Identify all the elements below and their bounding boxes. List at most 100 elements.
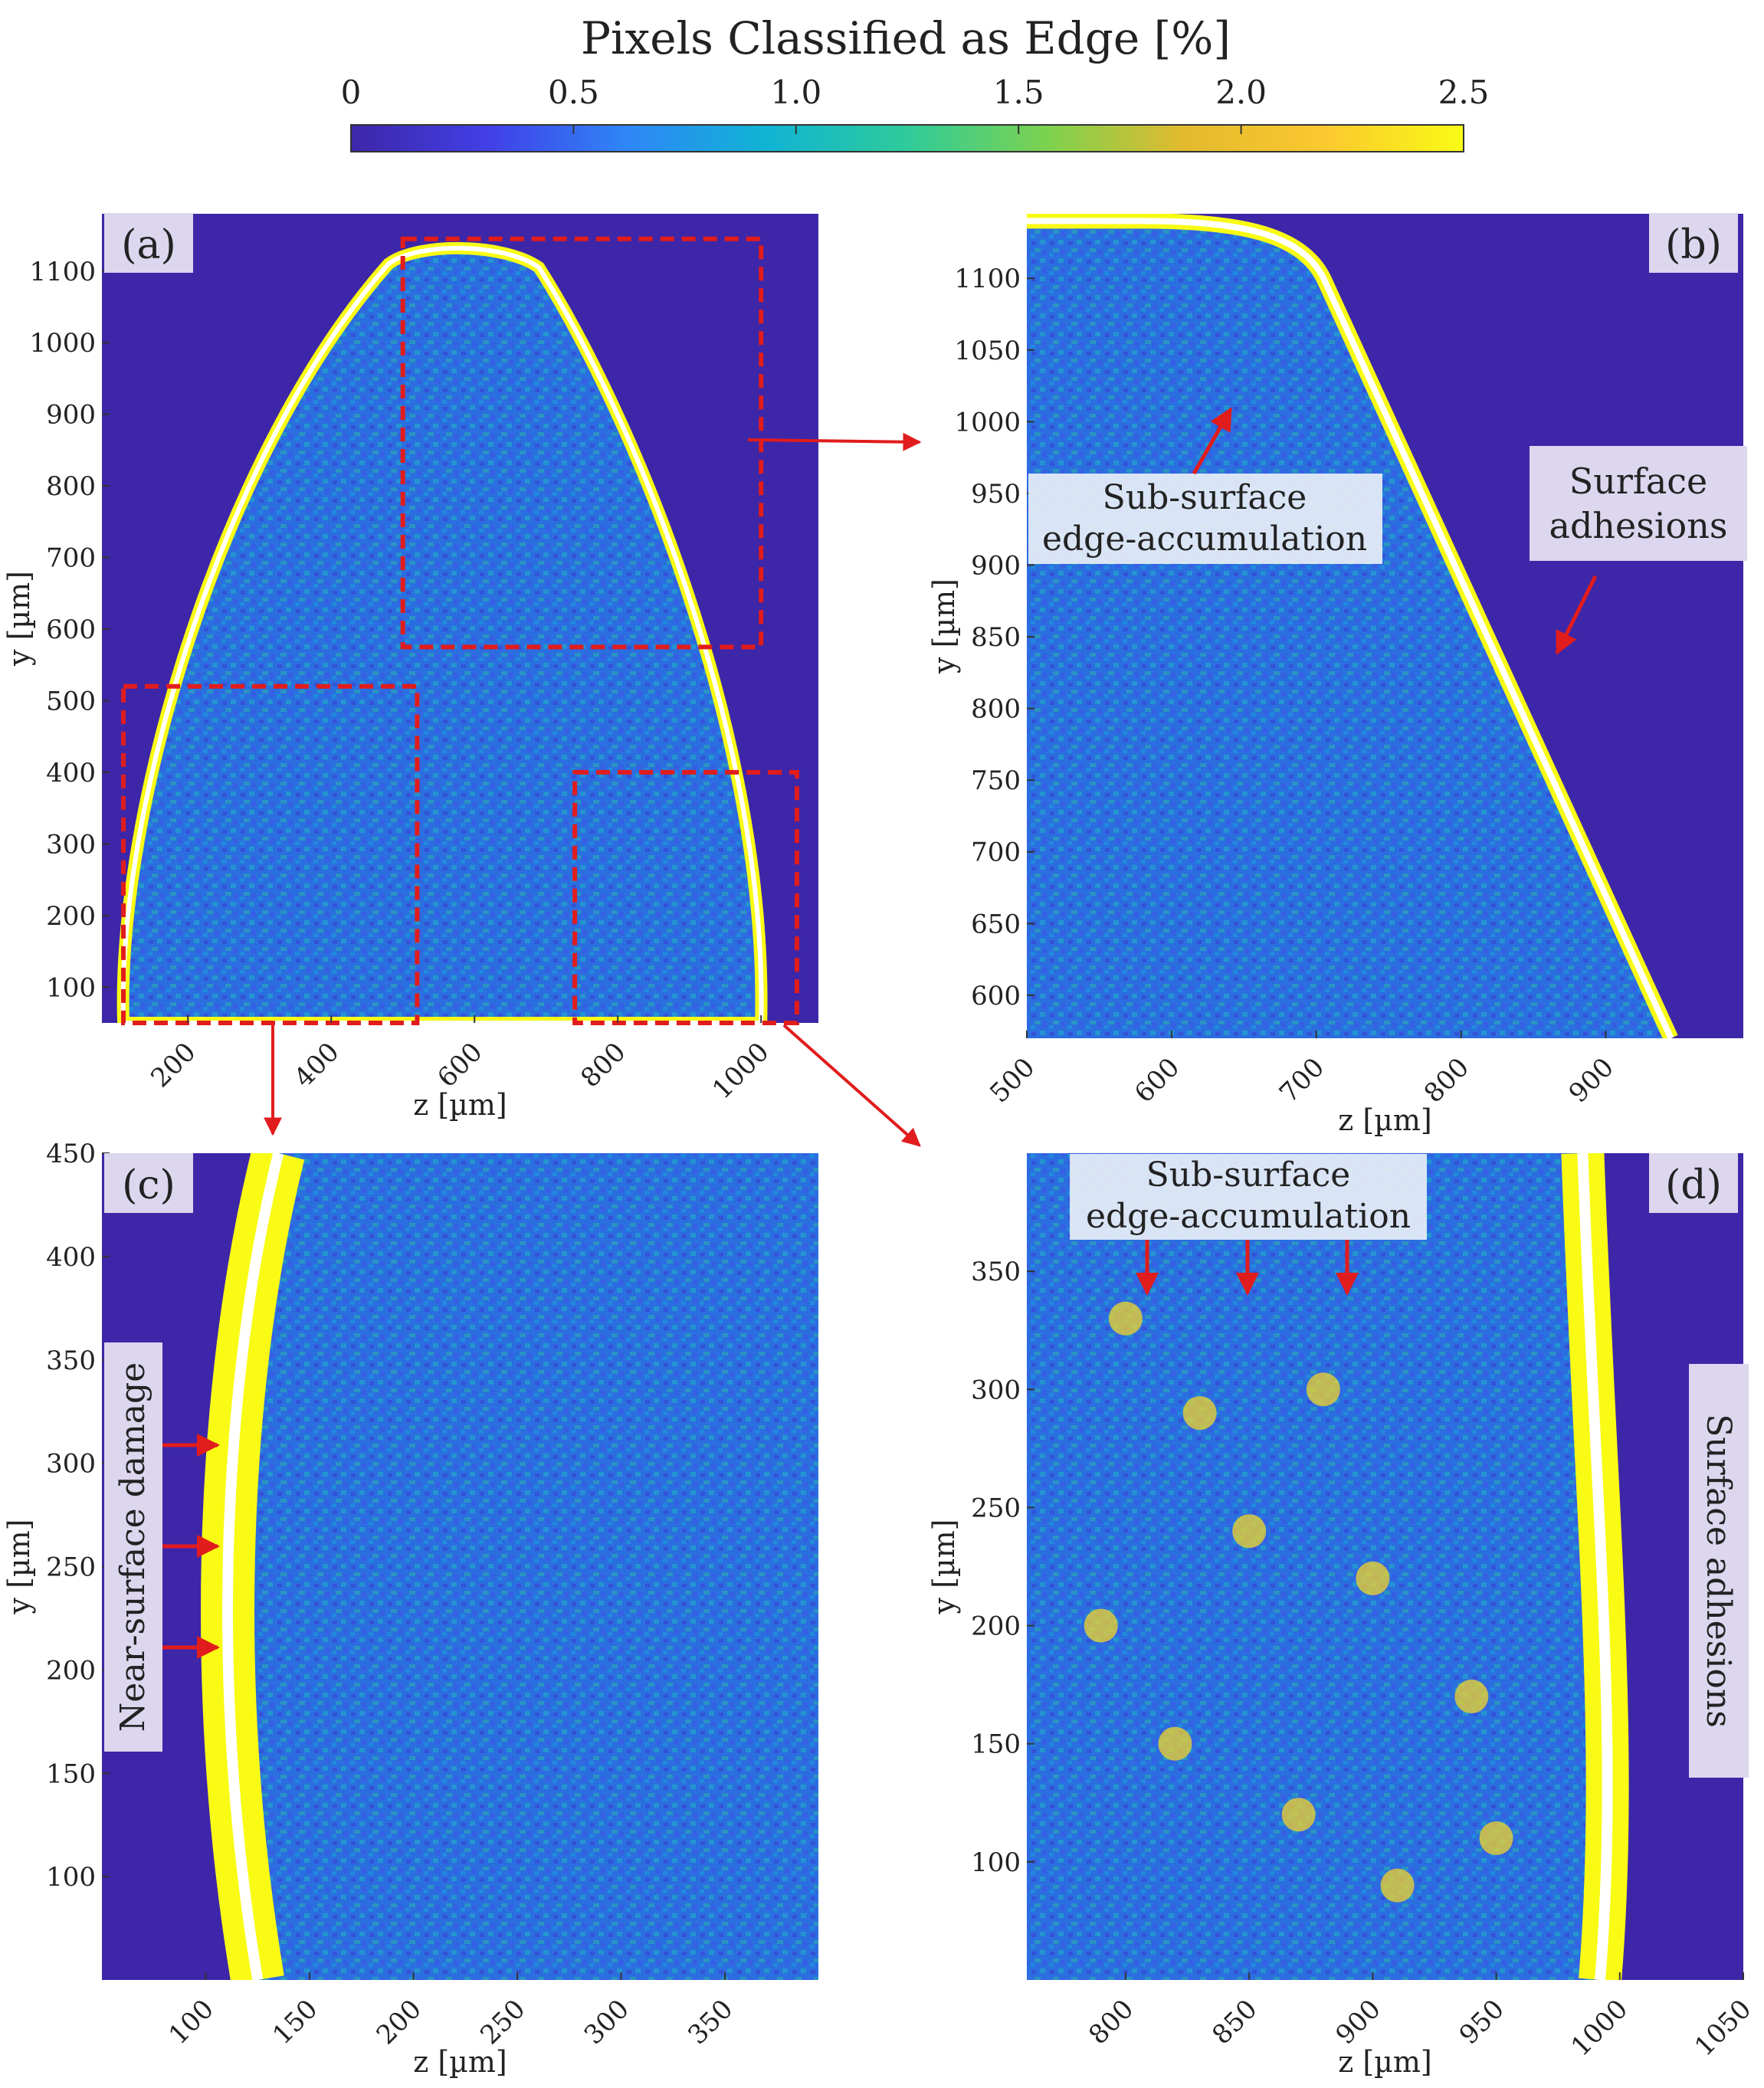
edge-accumulation-spot xyxy=(1158,1726,1192,1761)
x-tick-label: 600 xyxy=(431,1037,488,1093)
x-tick-label: 200 xyxy=(371,1994,428,2050)
panel-c-label-text: (c) xyxy=(122,1162,175,1208)
heatmap-area xyxy=(1027,214,1743,1038)
colorbar-tick-label: 2.0 xyxy=(1215,74,1267,111)
x-axis-label: z [µm] xyxy=(1338,1103,1431,1137)
annotation-b-subsurface-line2: edge-accumulation xyxy=(1042,520,1367,559)
y-tick-label: 800 xyxy=(46,471,96,502)
y-tick-label: 900 xyxy=(46,400,96,431)
panel-d-label-text: (d) xyxy=(1665,1162,1722,1208)
colorbar-tick-label: 1.0 xyxy=(770,74,821,111)
panel-a-label-text: (a) xyxy=(121,222,176,268)
y-tick-label: 450 xyxy=(46,1139,96,1169)
y-tick-label: 100 xyxy=(46,1862,96,1893)
y-tick-label: 800 xyxy=(971,694,1021,725)
panel-a: 200 400 600 800 1000 100 200 300 400 500 600 700 800… xyxy=(2,214,818,1122)
x-axis-label: z [µm] xyxy=(1338,2045,1431,2079)
y-tick-label: 600 xyxy=(46,615,96,645)
annotation-b-adhesions-line1: Surface xyxy=(1569,461,1708,502)
x-axis-label: z [µm] xyxy=(413,2045,507,2079)
annotation-b-subsurface: Sub-surface edge-accumulation xyxy=(1028,407,1382,564)
heatmap-area xyxy=(1027,1153,1743,1980)
y-tick-label: 1100 xyxy=(29,257,96,287)
edge-texture xyxy=(123,247,762,1023)
colorbar-gradient xyxy=(350,124,1464,152)
x-tick-label: 1000 xyxy=(707,1037,775,1105)
zoom-arrows xyxy=(264,432,922,1147)
x-tick-label: 700 xyxy=(1274,1052,1330,1109)
colorbar-tick-label: 1.5 xyxy=(993,74,1044,111)
edge-texture xyxy=(228,1153,818,1980)
arrow-to-b xyxy=(747,432,922,451)
x-tick-label: 900 xyxy=(1330,1994,1387,2050)
y-tick-label: 350 xyxy=(971,1257,1021,1287)
y-tick-label: 750 xyxy=(971,765,1021,796)
arrow-b-adhesions xyxy=(1555,575,1598,655)
y-tick-label: 300 xyxy=(46,1449,96,1480)
panel-d: 800 850 900 950 1000 1050 100 150 200 250 300 350 z … xyxy=(927,1153,1757,2079)
surface-outline xyxy=(1577,1153,1613,1980)
arrow-to-d xyxy=(782,1024,921,1147)
x-tick-label: 300 xyxy=(579,1994,635,2050)
y-tick-label: 400 xyxy=(46,1242,96,1273)
panel-b-label-text: (b) xyxy=(1665,222,1722,268)
annotation-b-subsurface-line1: Sub-surface xyxy=(1103,478,1307,517)
panel-c: 100 150 200 250 300 350 100 150 200 250 300 350 400 4… xyxy=(2,1139,818,2079)
y-tick-label: 150 xyxy=(46,1759,96,1789)
y-tick-label: 1050 xyxy=(954,336,1021,366)
x-tick-label: 100 xyxy=(163,1994,220,2050)
colorbar-tick-label: 2.5 xyxy=(1438,74,1490,111)
colorbar-title: Pixels Classified as Edge [%] xyxy=(581,12,1231,64)
y-tick-label: 200 xyxy=(971,1611,1021,1642)
zoom-box xyxy=(400,236,764,650)
x-tick-label: 350 xyxy=(682,1994,739,2050)
edge-accumulation-spot xyxy=(1232,1514,1267,1549)
y-tick-label: 200 xyxy=(46,1655,96,1686)
edge-accumulation-spot xyxy=(1108,1301,1143,1336)
colorbar-tick-label: 0 xyxy=(341,74,362,111)
panel-b-label: (b) xyxy=(1649,213,1738,273)
panel-d-label: (d) xyxy=(1649,1153,1738,1213)
y-tick-label: 150 xyxy=(971,1729,1021,1760)
x-axis-label: z [µm] xyxy=(413,1088,507,1122)
panel-b: 500 600 700 800 900 600 650 700 750 800 850 900 950 1… xyxy=(927,214,1743,1137)
y-axis-label: y [µm] xyxy=(927,1519,961,1615)
edge-texture xyxy=(1027,221,1671,1038)
annotation-c-damage: Near-surface damage xyxy=(104,1342,220,1752)
x-tick-label: 150 xyxy=(267,1994,323,2050)
x-tick-label: 800 xyxy=(1418,1052,1475,1109)
annotation-d-adhesions-text: Surface adhesions xyxy=(1699,1414,1738,1728)
y-tick-label: 200 xyxy=(46,901,96,932)
edge-accumulation-spot xyxy=(1306,1372,1340,1407)
x-tick-label: 250 xyxy=(474,1994,531,2050)
y-tick-label: 100 xyxy=(46,972,96,1003)
y-tick-label: 250 xyxy=(46,1552,96,1583)
arrow-b-subsurface xyxy=(1192,407,1233,475)
x-tick-label: 800 xyxy=(575,1037,631,1093)
y-tick-label: 700 xyxy=(971,837,1021,868)
y-tick-label: 600 xyxy=(971,981,1021,1011)
edge-accumulation-spot xyxy=(1380,1868,1415,1903)
y-tick-label: 500 xyxy=(46,686,96,716)
y-axis-label: y [µm] xyxy=(2,571,36,667)
edge-accumulation-spot xyxy=(1182,1396,1217,1431)
edge-texture xyxy=(1027,1153,1608,1980)
x-tick-label: 800 xyxy=(1083,1994,1139,2050)
y-tick-label: 650 xyxy=(971,909,1021,939)
edge-accumulation-spot xyxy=(1356,1561,1390,1595)
zoom-box xyxy=(572,769,799,1025)
y-tick-label: 100 xyxy=(971,1847,1021,1878)
y-tick-label: 300 xyxy=(971,1375,1021,1405)
x-tick-label: 900 xyxy=(1563,1052,1620,1109)
edge-accumulation-spot xyxy=(1454,1680,1489,1714)
x-tick-label: 850 xyxy=(1206,1994,1263,2050)
y-tick-label: 850 xyxy=(971,622,1021,653)
y-tick-label: 300 xyxy=(46,829,96,860)
x-tick-label: 500 xyxy=(984,1052,1041,1109)
edge-accumulation-spot xyxy=(1479,1821,1513,1856)
x-tick-label: 200 xyxy=(145,1037,202,1093)
y-axis-label: y [µm] xyxy=(927,579,961,674)
colorbar: Pixels Classified as Edge [%] 0 0.5 1.0 1.5… xyxy=(341,12,1490,152)
surface-outline xyxy=(1027,218,1674,1038)
